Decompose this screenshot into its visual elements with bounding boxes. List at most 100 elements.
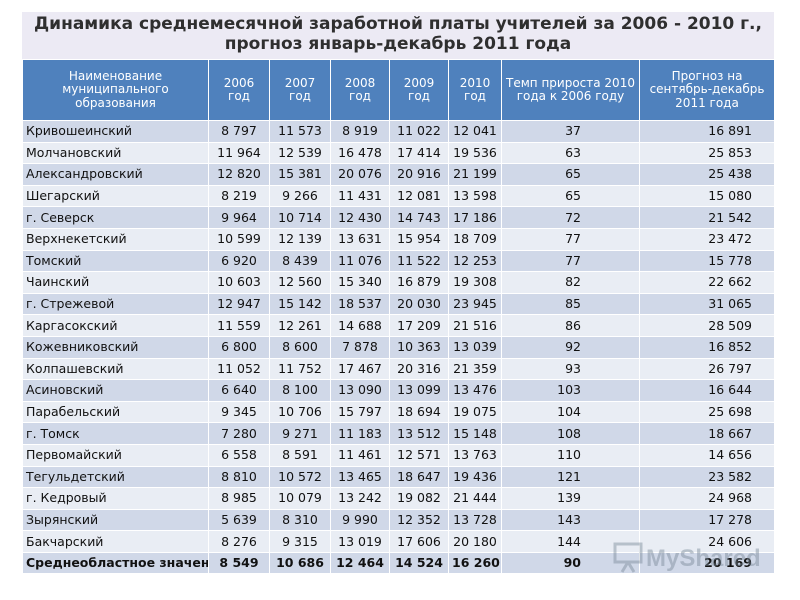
table-row: Бакчарский 8 276 9 315 13 019 17 606 20 180 14… bbox=[22, 530, 775, 553]
table-row: г. Томск 7 280 9 271 11 183 13 512 15 148 108 1… bbox=[22, 422, 775, 445]
cell-growth-rate: 65 bbox=[501, 184, 640, 208]
cell-forecast: 16 891 bbox=[639, 120, 775, 143]
header-2007: 2007 год bbox=[269, 59, 331, 121]
header-growth-rate: Темп прироста 2010 года к 2006 году bbox=[501, 59, 640, 121]
cell-2008: 13 465 bbox=[330, 465, 390, 489]
table-row: Парабельский 9 345 10 706 15 797 18 694 19 07… bbox=[22, 400, 775, 424]
title-band bbox=[22, 12, 774, 59]
cell-growth-rate: 82 bbox=[501, 271, 640, 294]
cell-2006: 9 345 bbox=[208, 400, 270, 424]
cell-2008: 15 340 bbox=[330, 271, 390, 294]
cell-growth-rate: 63 bbox=[501, 141, 640, 165]
cell-2009: 12 571 bbox=[389, 443, 449, 467]
cell-2010: 23 945 bbox=[448, 292, 502, 316]
cell-2008: 8 919 bbox=[330, 120, 390, 143]
cell-2009: 10 363 bbox=[389, 335, 449, 359]
cell-2007: 8 439 bbox=[269, 249, 331, 273]
cell-2009: 13 099 bbox=[389, 379, 449, 402]
cell-2006: 9 964 bbox=[208, 206, 270, 229]
total-row: Среднеобластное значение 8 549 10 686 12… bbox=[22, 551, 775, 575]
cell-2009: 17 209 bbox=[389, 314, 449, 337]
cell-2009: 19 082 bbox=[389, 487, 449, 510]
cell-forecast: 25 438 bbox=[639, 163, 775, 186]
cell-2008: 16 478 bbox=[330, 141, 390, 165]
cell-2006: 5 639 bbox=[208, 508, 270, 532]
table-row: Каргасокский 11 559 12 261 14 688 17 209 21 5… bbox=[22, 314, 775, 337]
cell-2009: 20 316 bbox=[389, 357, 449, 381]
cell-forecast: 22 662 bbox=[639, 271, 775, 294]
cell-2008: 13 631 bbox=[330, 227, 390, 251]
cell-2007: 8 591 bbox=[269, 443, 331, 467]
cell-2008: 13 019 bbox=[330, 530, 390, 553]
cell-2007: 12 261 bbox=[269, 314, 331, 337]
cell-2007: 10 714 bbox=[269, 206, 331, 229]
cell-2009: 11 022 bbox=[389, 120, 449, 143]
header-forecast: Прогноз на сентябрь-декабрь 2011 года bbox=[639, 59, 775, 121]
cell-2008: 20 076 bbox=[330, 163, 390, 186]
total-growth-rate: 90 bbox=[501, 551, 640, 575]
cell-municipality: Александровский bbox=[22, 163, 209, 186]
cell-forecast: 26 797 bbox=[639, 357, 775, 381]
cell-forecast: 16 852 bbox=[639, 335, 775, 359]
table-row: Тегульдетский 8 810 10 572 13 465 18 647 19 4… bbox=[22, 465, 775, 489]
header-2010: 2010 год bbox=[448, 59, 502, 121]
cell-2007: 10 706 bbox=[269, 400, 331, 424]
cell-2008: 12 430 bbox=[330, 206, 390, 229]
cell-2007: 12 539 bbox=[269, 141, 331, 165]
cell-2009: 16 879 bbox=[389, 271, 449, 294]
cell-2010: 12 253 bbox=[448, 249, 502, 273]
cell-2006: 8 219 bbox=[208, 184, 270, 208]
cell-growth-rate: 104 bbox=[501, 400, 640, 424]
cell-growth-rate: 103 bbox=[501, 379, 640, 402]
cell-2007: 15 381 bbox=[269, 163, 331, 186]
cell-2006: 8 797 bbox=[208, 120, 270, 143]
cell-2006: 6 640 bbox=[208, 379, 270, 402]
total-2007: 10 686 bbox=[269, 551, 331, 575]
cell-municipality: Томский bbox=[22, 249, 209, 273]
cell-2009: 20 030 bbox=[389, 292, 449, 316]
cell-growth-rate: 110 bbox=[501, 443, 640, 467]
table-row: Первомайский 6 558 8 591 11 461 12 571 13 763… bbox=[22, 443, 775, 467]
cell-municipality: г. Кедровый bbox=[22, 487, 209, 510]
cell-municipality: Шегарский bbox=[22, 184, 209, 208]
cell-2010: 13 763 bbox=[448, 443, 502, 467]
cell-municipality: Колпашевский bbox=[22, 357, 209, 381]
header-2006: 2006 год bbox=[208, 59, 270, 121]
cell-municipality: Бакчарский bbox=[22, 530, 209, 553]
total-label: Среднеобластное значение bbox=[22, 551, 209, 575]
table-row: Шегарский 8 219 9 266 11 431 12 081 13 598 65 1… bbox=[22, 184, 775, 208]
cell-forecast: 21 542 bbox=[639, 206, 775, 229]
cell-2010: 17 186 bbox=[448, 206, 502, 229]
cell-2009: 13 512 bbox=[389, 422, 449, 445]
cell-2009: 17 606 bbox=[389, 530, 449, 553]
cell-forecast: 23 582 bbox=[639, 465, 775, 489]
cell-forecast: 24 606 bbox=[639, 530, 775, 553]
cell-municipality: Парабельский bbox=[22, 400, 209, 424]
cell-2007: 9 271 bbox=[269, 422, 331, 445]
cell-2006: 6 558 bbox=[208, 443, 270, 467]
cell-growth-rate: 72 bbox=[501, 206, 640, 229]
table-row: г. Северск 9 964 10 714 12 430 14 743 17 186 7… bbox=[22, 206, 775, 229]
cell-2009: 17 414 bbox=[389, 141, 449, 165]
cell-municipality: г. Томск bbox=[22, 422, 209, 445]
cell-2010: 19 436 bbox=[448, 465, 502, 489]
cell-2007: 9 266 bbox=[269, 184, 331, 208]
cell-2007: 10 572 bbox=[269, 465, 331, 489]
total-forecast: 20 169 bbox=[639, 551, 775, 575]
total-2008: 12 464 bbox=[330, 551, 390, 575]
cell-2006: 8 276 bbox=[208, 530, 270, 553]
cell-municipality: Асиновский bbox=[22, 379, 209, 402]
cell-growth-rate: 93 bbox=[501, 357, 640, 381]
table-row: Колпашевский 11 052 11 752 17 467 20 316 21 3… bbox=[22, 357, 775, 381]
cell-2010: 21 444 bbox=[448, 487, 502, 510]
cell-2010: 15 148 bbox=[448, 422, 502, 445]
cell-2007: 8 310 bbox=[269, 508, 331, 532]
cell-2006: 11 964 bbox=[208, 141, 270, 165]
cell-municipality: Молчановский bbox=[22, 141, 209, 165]
cell-forecast: 23 472 bbox=[639, 227, 775, 251]
cell-forecast: 16 644 bbox=[639, 379, 775, 402]
salary-table-container: Наименование муниципального образования … bbox=[22, 59, 775, 575]
cell-2010: 21 199 bbox=[448, 163, 502, 186]
table-row: г. Стрежевой 12 947 15 142 18 537 20 030 23 9… bbox=[22, 292, 775, 316]
cell-municipality: г. Северск bbox=[22, 206, 209, 229]
